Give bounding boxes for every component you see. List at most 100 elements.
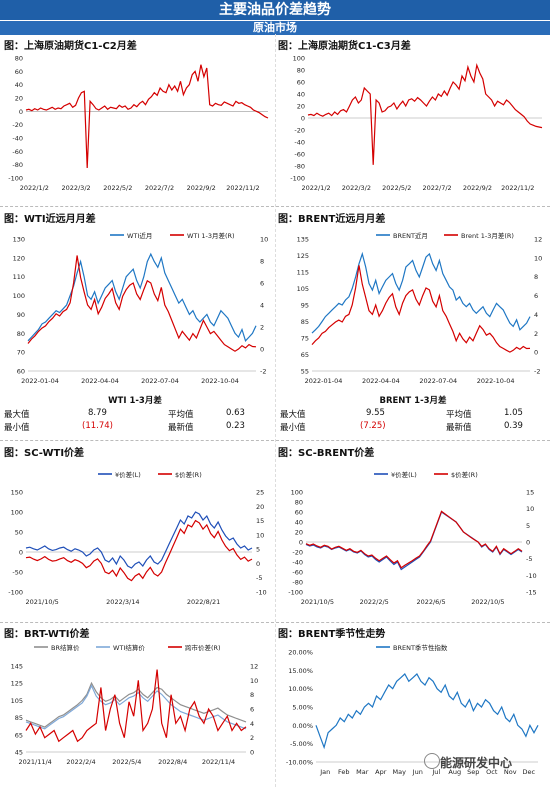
y-tick-label: 20 (297, 103, 305, 111)
x-tick-label: May (393, 768, 407, 776)
panel-title-c6: 图：SC-BRENT价差 (278, 448, 375, 459)
y-tick-label: -100 (8, 589, 23, 597)
y-tick-label: 40 (15, 81, 23, 89)
x-tick-label: 2022/5/4 (112, 758, 141, 766)
x-tick-label: 2021/10/5 (301, 598, 334, 606)
y-tick-label: -80 (12, 161, 23, 169)
chart-c3: 130 120 110 100 90 80 70 60 10 8 6 4 2 0 -2 2022-01-04 2… (13, 231, 269, 385)
y-tick-label: 50 (15, 529, 23, 537)
y2-tick-label: 4 (260, 302, 264, 310)
y-tick-label: 80 (15, 55, 23, 63)
legend-label: 跨市价差(R) (185, 643, 221, 652)
y2-tick-label: 6 (260, 280, 264, 288)
x-tick-label: 2022/2/5 (360, 598, 389, 606)
y-tick-label: 85 (15, 714, 23, 722)
y-tick-label: 65 (301, 351, 309, 359)
row-divider (0, 206, 550, 207)
legend-label: $价差(R) (451, 470, 478, 479)
x-tick-label: 2022/8/4 (158, 758, 187, 766)
y-tick-label: 5.00% (292, 704, 313, 712)
series-line-0 (305, 511, 523, 571)
y-tick-label: 40 (297, 91, 305, 99)
x-tick-label: 2022/9/2 (463, 184, 492, 192)
wti-max-label: 最大值 (4, 410, 30, 420)
y-tick-label: -10.00% (286, 759, 313, 767)
y2-tick-label: 4 (250, 720, 254, 728)
y2-tick-label: -2 (534, 368, 540, 376)
y2-tick-label: 2 (260, 324, 264, 332)
series-line-1 (25, 684, 247, 730)
brent-avg-value: 1.05 (504, 408, 523, 418)
y2-tick-label: 5 (526, 522, 530, 530)
x-tick-label: Apr (375, 768, 387, 776)
legend-label: ¥价差(L) (115, 470, 141, 479)
y-tick-label: -20 (292, 549, 303, 557)
wti-avg-label: 平均值 (168, 410, 194, 420)
panel-title-c7: 图：BRT-WTI价差 (4, 629, 90, 640)
y-tick-label: 135 (297, 236, 309, 244)
x-tick-label: Oct (486, 768, 498, 776)
legend-label: WTI近月 (127, 231, 152, 240)
y2-tick-label: -2 (260, 368, 266, 376)
y-tick-label: -100 (288, 589, 303, 597)
y-tick-label: 110 (13, 273, 25, 281)
y-tick-label: 100 (13, 292, 25, 300)
y-tick-label: 120 (13, 254, 25, 262)
row-divider (0, 440, 550, 441)
series-line-2 (25, 669, 247, 743)
x-tick-label: 2022/11/4 (202, 758, 235, 766)
y-tick-label: 90 (17, 311, 25, 319)
panel-title-c4: 图：BRENT近远月月差 (278, 214, 386, 225)
wti-avg-value: 0.63 (226, 408, 245, 418)
y-tick-label: 55 (301, 368, 309, 376)
y-tick-label: -60 (294, 151, 305, 159)
y2-tick-label: -15 (526, 589, 537, 597)
chart-c5: 150100500-50-1002520151050-5-102021/10/5… (8, 470, 267, 606)
x-tick-label: 2022/9/2 (187, 184, 216, 192)
x-tick-label: Dec (522, 768, 535, 776)
x-tick-label: Nov (504, 768, 517, 776)
series-line-0 (315, 673, 539, 750)
y2-tick-label: 10 (534, 254, 542, 262)
x-tick-label: 2022-07-04 (141, 377, 179, 385)
y-tick-label: 15.00% (288, 667, 313, 675)
y2-tick-label: 0 (256, 560, 260, 568)
x-tick-label: 2022/7/2 (423, 184, 452, 192)
legend-label: $价差(R) (175, 470, 202, 479)
y-tick-label: -40 (292, 559, 303, 567)
y2-tick-label: -5 (256, 574, 262, 582)
x-tick-label: 2022/10/5 (471, 598, 504, 606)
y-tick-label: 60 (17, 368, 25, 376)
y2-tick-label: 10 (260, 236, 268, 244)
y-tick-label: -80 (292, 579, 303, 587)
panel-title-c2: 图：上海原油期货C1-C3月差 (278, 41, 411, 52)
row-divider (0, 622, 550, 623)
y-tick-label: 125 (297, 252, 309, 260)
y-tick-label: -50 (12, 569, 23, 577)
y2-tick-label: 8 (534, 273, 538, 281)
x-tick-label: 2022/5/2 (103, 184, 132, 192)
y-tick-label: -40 (294, 139, 305, 147)
y2-tick-label: 2 (250, 734, 254, 742)
y2-tick-label: 0 (526, 539, 530, 547)
y-tick-label: -100 (8, 175, 23, 183)
wti-stats-caption: WTI 1-3月差 (108, 396, 162, 406)
series-line-0 (311, 251, 531, 334)
y-tick-label: 115 (297, 269, 309, 277)
y2-tick-label: 6 (250, 706, 254, 714)
x-tick-label: Jul (431, 768, 440, 776)
brent-last-label: 最新值 (446, 423, 472, 433)
y2-tick-label: 10 (256, 531, 264, 539)
wti-last-value: 0.23 (226, 421, 245, 431)
legend-label: WTI结算价 (113, 643, 145, 652)
y-tick-label: -100 (290, 175, 305, 183)
panel-title-c8: 图：BRENT季节性走势 (278, 629, 386, 640)
y-tick-label: 0 (19, 549, 23, 557)
y-tick-label: 60 (15, 68, 23, 76)
x-tick-label: Jun (412, 768, 423, 776)
brent-stats-caption: BRENT 1-3月差 (379, 396, 447, 406)
x-tick-label: 2022-04-04 (81, 377, 119, 385)
y2-tick-label: -10 (256, 589, 267, 597)
